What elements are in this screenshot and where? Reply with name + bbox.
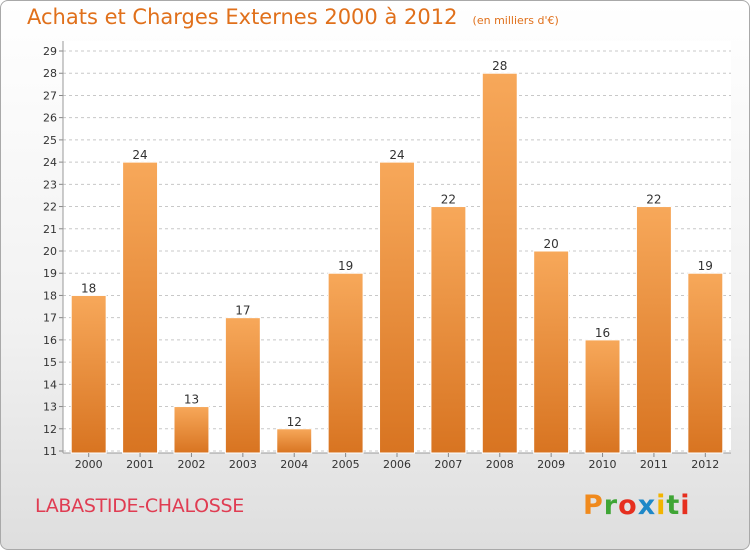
logo-letter: i: [656, 490, 667, 521]
bar-value-label: 19: [698, 259, 713, 273]
logo-letter: r: [603, 490, 619, 521]
logo-letter: o: [618, 490, 638, 521]
chart-title: Achats et Charges Externes 2000 à 2012: [27, 5, 458, 29]
bar-value-label: 22: [441, 193, 456, 207]
bar-value-label: 24: [132, 148, 147, 162]
bar: [430, 206, 467, 454]
bar: [224, 317, 261, 454]
chart-unit: (en milliers d'€): [472, 14, 559, 27]
logo-letter: i: [680, 490, 691, 521]
bar-value-label: 22: [646, 193, 661, 207]
y-tick-label: 11: [43, 445, 57, 458]
y-tick-label: 21: [43, 223, 57, 236]
y-tick-label: 23: [43, 178, 57, 191]
logo-letter: t: [666, 490, 681, 521]
bar: [379, 161, 415, 454]
y-tick-label: 16: [43, 334, 57, 347]
bar: [584, 339, 621, 454]
bar-value-label: 18: [81, 281, 96, 295]
bar: [276, 428, 313, 454]
proxiti-logo[interactable]: Proxiti: [583, 490, 691, 521]
x-tick-label: 2004: [280, 458, 308, 471]
bar: [481, 72, 518, 454]
x-tick-label: 2011: [640, 458, 668, 471]
bar: [70, 294, 107, 454]
x-tick-label: 2000: [75, 458, 103, 471]
y-tick-label: 20: [43, 245, 57, 258]
y-tick-label: 19: [43, 267, 57, 280]
y-tick-label: 27: [43, 89, 57, 102]
y-tick-label: 17: [43, 312, 57, 325]
x-tick-label: 2005: [332, 458, 360, 471]
chart-title-row: Achats et Charges Externes 2000 à 2012 (…: [27, 5, 559, 29]
x-tick-label: 2006: [383, 458, 411, 471]
y-tick-label: 25: [43, 134, 57, 147]
bar: [687, 272, 724, 454]
x-tick-label: 2010: [589, 458, 617, 471]
y-axis-ticks: 11 12 13 14 15 16 17 18 19 20 21 22 23 24 25 26 27 28 29: [43, 41, 731, 458]
bars: 18 24 13 17 12 19 24 22 28 20 16 22 19: [70, 59, 724, 454]
bar-value-label: 12: [287, 415, 302, 429]
bar-value-label: 19: [338, 259, 353, 273]
logo-letter: P: [583, 490, 604, 521]
bar-value-label: 24: [389, 148, 404, 162]
x-tick-label: 2003: [229, 458, 257, 471]
y-tick-label: 12: [43, 423, 57, 436]
x-tick-label: 2008: [486, 458, 514, 471]
bar-value-label: 20: [544, 237, 559, 251]
x-tick-label: 2001: [126, 458, 154, 471]
y-tick-label: 22: [43, 201, 57, 214]
bar: [533, 250, 570, 454]
x-tick-label: 2007: [434, 458, 462, 471]
x-axis-ticks: 2000 2001 2002 2003 2004 2005 2006 2007 2008 2009…: [75, 453, 719, 471]
bar: [635, 206, 672, 454]
bar-value-label: 13: [184, 393, 199, 407]
x-tick-label: 2002: [177, 458, 205, 471]
y-tick-label: 26: [43, 112, 57, 125]
y-tick-label: 15: [43, 356, 57, 369]
x-tick-label: 2012: [691, 458, 719, 471]
y-tick-label: 13: [43, 401, 57, 414]
y-tick-label: 18: [43, 289, 57, 302]
bar: [327, 272, 364, 454]
bar: [173, 406, 210, 454]
y-tick-label: 28: [43, 67, 57, 80]
bar: [122, 161, 159, 454]
bar-value-label: 28: [492, 59, 507, 73]
commune-name: LABASTIDE-CHALOSSE: [35, 495, 244, 517]
y-tick-label: 14: [43, 378, 57, 391]
y-tick-label: 29: [43, 45, 57, 58]
bar-value-label: 17: [235, 304, 250, 318]
y-tick-label: 24: [43, 156, 57, 169]
logo-letter: x: [637, 490, 657, 521]
bar-value-label: 16: [595, 326, 610, 340]
x-tick-label: 2009: [537, 458, 565, 471]
